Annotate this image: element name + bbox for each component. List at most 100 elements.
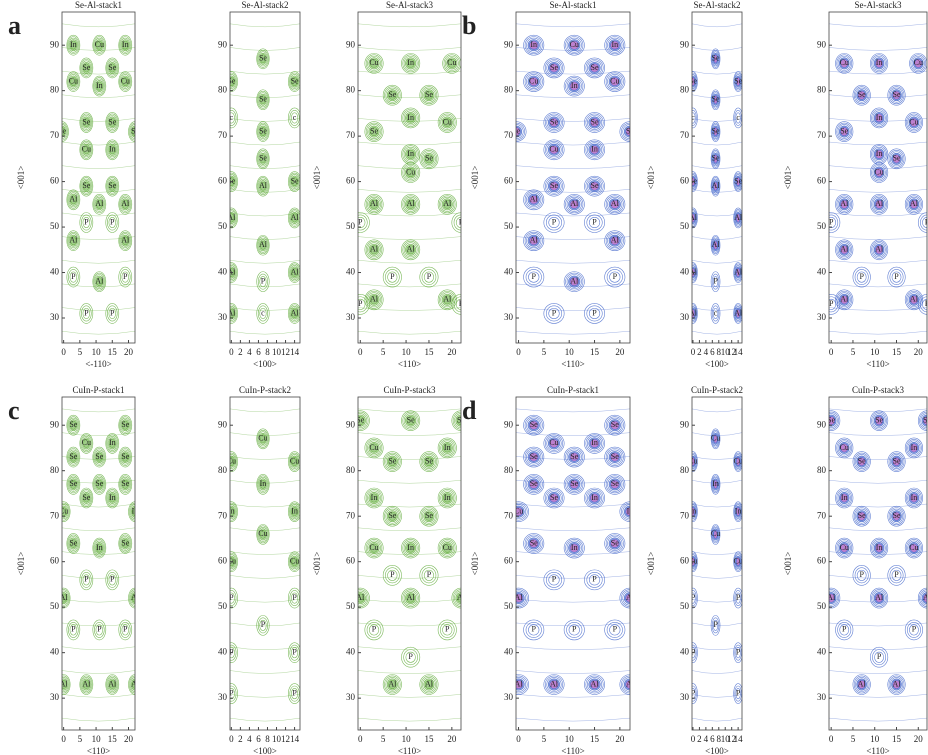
y-tick-label: 90 <box>50 419 60 429</box>
contour-ring <box>385 567 400 584</box>
contour-ring <box>121 537 130 550</box>
contour-ring <box>919 589 927 607</box>
contour-ring <box>523 266 545 288</box>
atom-label: Se <box>108 63 116 72</box>
contour-ring <box>257 177 269 195</box>
contour-ring <box>620 675 630 694</box>
x-tick-label: 20 <box>124 347 134 357</box>
contour-ring <box>256 428 270 450</box>
contour-ring <box>871 54 887 73</box>
y-tick-label: 30 <box>346 312 356 322</box>
contour-ring <box>585 113 604 132</box>
contour-ring <box>524 534 543 553</box>
contour-ring <box>853 675 870 694</box>
contour-ring <box>67 475 80 494</box>
contour-ring <box>443 443 452 453</box>
contour-ring <box>368 542 380 555</box>
atom-label: P <box>71 625 76 634</box>
contour-ring <box>230 454 237 470</box>
y-tick-label: 70 <box>817 510 827 520</box>
atom-label: P <box>123 625 128 634</box>
contour-line <box>62 118 135 122</box>
contour-ring <box>710 303 721 324</box>
contour-ring <box>79 112 94 133</box>
contour-ring <box>105 569 120 591</box>
contour-line <box>230 503 300 508</box>
contour-line <box>516 23 630 27</box>
contour-ring <box>586 677 603 692</box>
contour-ring <box>364 239 384 261</box>
plot-frame <box>515 11 631 344</box>
contour-ring <box>230 303 238 324</box>
contour-ring <box>872 55 886 71</box>
contour-ring <box>889 567 904 584</box>
atom-label: Al <box>443 295 452 304</box>
contour-ring <box>230 451 238 472</box>
contour-ring <box>288 262 300 283</box>
atom-label: Cu <box>82 438 91 447</box>
x-tick-label: 4 <box>704 347 709 357</box>
contour-ring <box>95 198 104 211</box>
contour-ring <box>604 230 626 251</box>
contour-ring <box>584 57 606 79</box>
atom-label: P <box>713 620 718 629</box>
x-tick-label: 0 <box>691 347 696 357</box>
contour-ring <box>909 199 918 209</box>
contour-ring <box>829 214 839 231</box>
contour-ring <box>733 107 742 129</box>
contour-ring <box>441 542 453 555</box>
contour-ring <box>692 77 696 87</box>
contour-ring <box>118 619 133 641</box>
atom-label: Se <box>858 90 866 99</box>
contour-ring <box>403 165 418 180</box>
contour-ring <box>870 587 889 609</box>
contour-line <box>829 283 927 288</box>
atom-label: Se <box>388 456 396 465</box>
contour-ring <box>70 40 77 50</box>
contour-ring <box>440 196 455 212</box>
contour-ring <box>107 214 118 231</box>
contour-ring <box>419 451 439 472</box>
contour-ring <box>80 177 93 195</box>
contour-ring <box>260 181 266 191</box>
contour-line <box>692 47 742 51</box>
contour-line <box>692 283 742 288</box>
contour-ring <box>620 122 630 141</box>
atom-label: P <box>829 217 834 226</box>
atom-label: Al <box>227 213 236 222</box>
contour-ring <box>589 438 600 448</box>
contour-ring <box>563 75 585 97</box>
contour-ring <box>366 622 382 638</box>
contour-ring <box>713 479 718 489</box>
atom-label: Cu <box>447 58 456 67</box>
contour-ring <box>83 493 90 503</box>
contour-ring <box>692 207 698 229</box>
contour-line <box>516 236 630 240</box>
contour-ring <box>565 77 584 95</box>
contour-ring <box>230 587 238 609</box>
contour-ring <box>692 642 698 663</box>
atom-label: P <box>110 217 115 226</box>
contour-ring <box>546 115 562 130</box>
contour-ring <box>835 239 854 261</box>
contour-ring <box>544 177 564 195</box>
contour-ring <box>523 71 545 92</box>
contour-ring <box>67 534 80 553</box>
atom-label: c <box>736 113 740 122</box>
atom-label: Se <box>259 54 267 63</box>
contour-ring <box>605 475 624 494</box>
contour-ring <box>107 142 118 158</box>
contour-ring <box>258 237 268 253</box>
contour-line <box>62 283 135 288</box>
contour-line <box>230 598 300 603</box>
y-tick-label: 60 <box>218 176 228 186</box>
contour-ring <box>122 236 129 246</box>
atom-label: Cu <box>840 58 849 67</box>
contour-ring <box>92 537 107 559</box>
contour-ring <box>230 457 235 467</box>
panel-title: CuIn-P-stack1 <box>73 385 125 395</box>
contour-line <box>358 23 461 27</box>
contour-ring <box>80 113 93 132</box>
contour-ring <box>713 529 718 539</box>
